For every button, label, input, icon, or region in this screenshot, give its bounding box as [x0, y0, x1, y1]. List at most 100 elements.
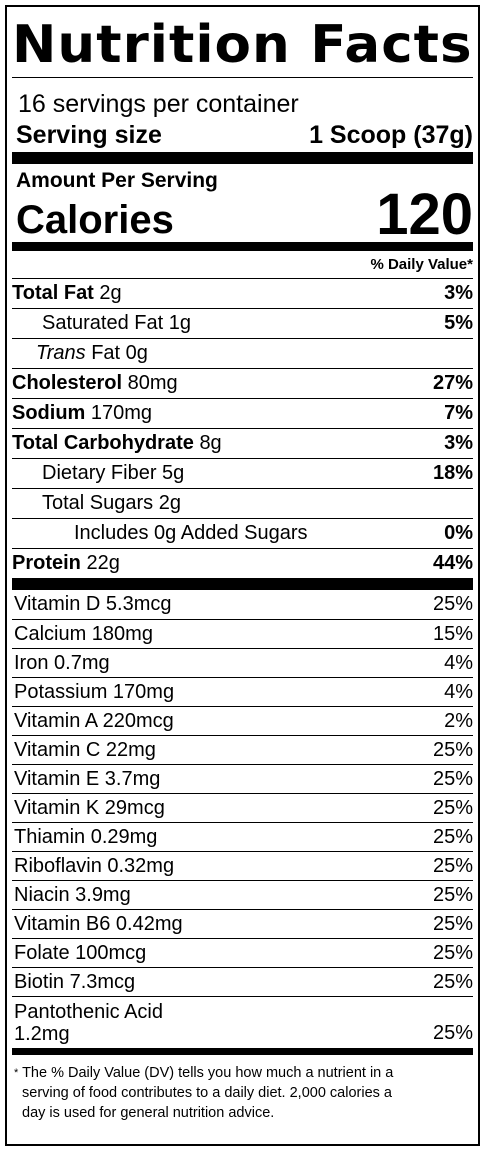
- nutrient-row: Cholesterol 80mg 27%: [12, 368, 473, 398]
- vitamin-label: Vitamin C 22mg: [14, 738, 156, 761]
- vitamin-label: Thiamin 0.29mg: [14, 825, 158, 848]
- vitamin-row: Iron 0.7mg 4%: [12, 648, 473, 677]
- vitamin-row: Niacin 3.9mg 25%: [12, 880, 473, 909]
- vitamin-label: Biotin 7.3mcg: [14, 970, 136, 993]
- calories-value: 120: [376, 182, 473, 247]
- nutrient-amount: 2g: [99, 282, 122, 304]
- vitamin-label: Riboflavin 0.32mg: [14, 854, 175, 877]
- nutrient-name: Total Fat: [12, 282, 94, 304]
- nutrient-amount: 80mg: [127, 372, 178, 394]
- nutrient-row: Total Fat 2g 3%: [12, 278, 473, 308]
- nutrient-dv: 7%: [444, 402, 473, 424]
- nutrient-row: Includes 0g Added Sugars 0%: [12, 518, 473, 548]
- label-title: Nutrition Facts: [12, 15, 473, 75]
- amount-per-serving: Amount Per Serving: [16, 169, 218, 192]
- vitamin-label: Potassium 170mg: [14, 680, 175, 703]
- nutrient-amount: 5g: [162, 462, 185, 484]
- vitamin-dv: 25%: [432, 854, 473, 877]
- servings-per-container: 16 servings per container: [18, 90, 299, 118]
- vitamin-label: Vitamin D 5.3mcg: [14, 593, 172, 615]
- nutrient-name: Total Carbohydrate: [12, 432, 194, 454]
- vitamin-dv: 25%: [432, 912, 473, 935]
- vitamin-label: Vitamin B6 0.42mg: [14, 912, 183, 935]
- vitamin-row: Potassium 170mg 4%: [12, 677, 473, 706]
- calories-label: Calories: [16, 198, 174, 242]
- nutrient-amount: 1g: [168, 312, 191, 334]
- nutrient-dv: 3%: [444, 432, 473, 454]
- serving-size-row: Serving size 1 Scoop (37g): [12, 118, 473, 152]
- footnote: * The % Daily Value (DV) tells you how m…: [12, 1055, 473, 1123]
- vitamin-label: Vitamin K 29mcg: [14, 796, 165, 819]
- nutrient-row: Saturated Fat 1g 5%: [12, 308, 473, 338]
- vitamin-label: Vitamin A 220mcg: [14, 709, 174, 732]
- vitamin-label: Pantothenic Acid 1.2mg: [14, 1001, 163, 1045]
- nutrient-amount: 0g: [125, 342, 148, 364]
- vitamin-list: Vitamin D 5.3mcg 25% Calcium 180mg 15% Iro…: [12, 590, 473, 1048]
- vitamin-label: Calcium 180mg: [14, 622, 153, 645]
- nutrient-row: Total Sugars 2g: [12, 488, 473, 518]
- divider-med: [12, 1048, 473, 1055]
- nutrient-row: Total Carbohydrate 8g 3%: [12, 428, 473, 458]
- nutrient-row: Trans Fat 0g: [12, 338, 473, 368]
- daily-value-header: % Daily Value*: [370, 256, 473, 273]
- vitamin-dv: 25%: [432, 825, 473, 848]
- footnote-line2: serving of food contributes to a daily d…: [22, 1085, 392, 1101]
- calories-block: Amount Per Serving Calories 120: [12, 164, 473, 247]
- nutrient-name: Saturated Fat: [42, 312, 164, 334]
- nutrient-dv: 3%: [444, 282, 473, 304]
- nutrient-dv: 27%: [432, 372, 473, 394]
- nutrient-suffix: Fat: [91, 342, 121, 364]
- vitamin-row: Vitamin A 220mcg 2%: [12, 706, 473, 735]
- footnote-line3: day is used for general nutrition advice…: [22, 1105, 275, 1121]
- vitamin-row: Vitamin B6 0.42mg 25%: [12, 909, 473, 938]
- vitamin-dv: 25%: [432, 941, 473, 964]
- nutrient-name: Dietary Fiber: [42, 462, 157, 484]
- serving-size-label: Serving size: [16, 121, 162, 149]
- serving-size-value: 1 Scoop (37g): [309, 121, 473, 149]
- vitamin-label-line1: Pantothenic Acid: [14, 1001, 163, 1023]
- vitamin-dv: 25%: [432, 1022, 473, 1044]
- divider-thick: [12, 578, 473, 590]
- nutrient-amount: 22g: [86, 552, 120, 574]
- vitamin-row: Calcium 180mg 15%: [12, 619, 473, 648]
- vitamin-dv: 4%: [444, 680, 473, 703]
- vitamin-label: Iron 0.7mg: [14, 651, 110, 674]
- vitamin-label: Folate 100mcg: [14, 941, 147, 964]
- vitamin-row: Pantothenic Acid 1.2mg 25%: [12, 996, 473, 1048]
- divider-thick: [12, 152, 473, 164]
- nutrition-facts-label: Nutrition Facts 16 servings per containe…: [5, 5, 480, 1146]
- vitamin-dv: 25%: [432, 767, 473, 790]
- nutrient-dv: 18%: [432, 462, 473, 484]
- nutrient-name: Trans: [36, 342, 86, 364]
- vitamin-dv: 25%: [432, 883, 473, 906]
- vitamin-row: Biotin 7.3mcg 25%: [12, 967, 473, 996]
- vitamin-dv: 25%: [432, 796, 473, 819]
- nutrient-name: Total Sugars: [42, 492, 154, 514]
- nutrient-name: Sodium: [12, 402, 86, 424]
- vitamin-row: Vitamin E 3.7mg 25%: [12, 764, 473, 793]
- nutrient-row: Sodium 170mg 7%: [12, 398, 473, 428]
- nutrient-name: Cholesterol: [12, 372, 123, 394]
- nutrient-amount: 8g: [199, 432, 222, 454]
- divider: [12, 77, 473, 78]
- nutrient-dv: 44%: [432, 552, 473, 574]
- nutrient-row: Protein 22g 44%: [12, 548, 473, 578]
- vitamin-dv: 2%: [444, 709, 473, 732]
- vitamin-dv: 25%: [432, 970, 473, 993]
- nutrient-dv: 0%: [444, 522, 473, 544]
- nutrient-row: Dietary Fiber 5g 18%: [12, 458, 473, 488]
- nutrient-dv: 5%: [444, 312, 473, 334]
- vitamin-row: Vitamin D 5.3mcg 25%: [12, 590, 473, 619]
- vitamin-row: Thiamin 0.29mg 25%: [12, 822, 473, 851]
- vitamin-label-line2: 1.2mg: [14, 1023, 70, 1045]
- vitamin-row: Vitamin K 29mcg 25%: [12, 793, 473, 822]
- divider-thick: [12, 242, 473, 251]
- footnote-star: *: [14, 1067, 19, 1079]
- calories-row: Calories 120: [16, 182, 473, 247]
- vitamin-dv: 25%: [432, 738, 473, 761]
- nutrient-amount: 2g: [158, 492, 181, 514]
- nutrient-name: Protein: [12, 552, 81, 574]
- vitamin-dv: 4%: [444, 651, 473, 674]
- nutrient-amount: 170mg: [90, 402, 153, 424]
- nutrient-name: Includes 0g Added Sugars: [74, 522, 308, 544]
